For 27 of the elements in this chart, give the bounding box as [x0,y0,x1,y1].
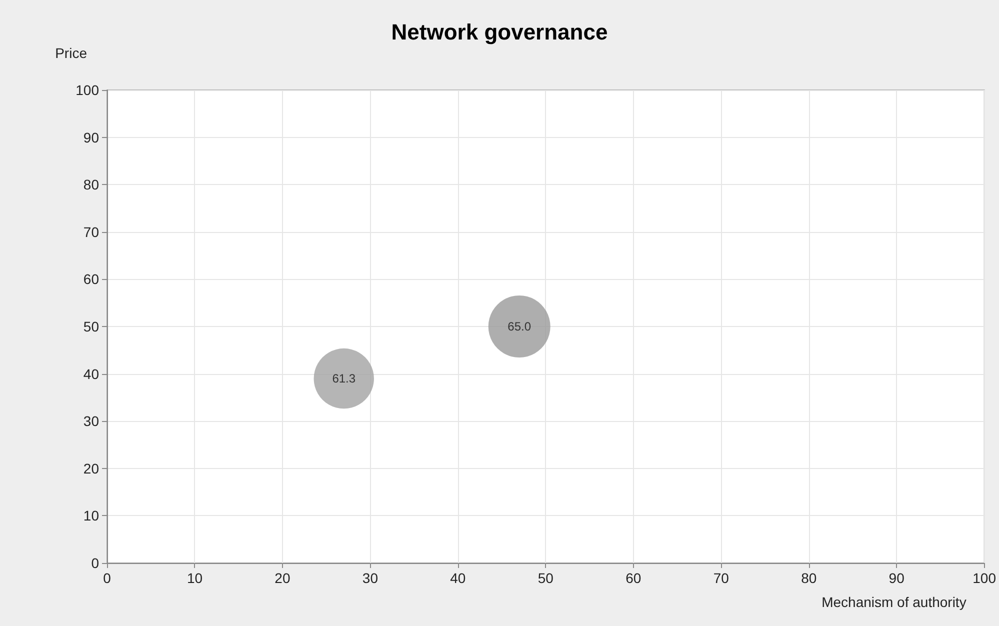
y-tick-label: 10 [83,508,100,524]
x-tick-label: 20 [274,570,290,586]
x-tick-label: 70 [713,570,730,586]
y-tick-label: 60 [83,271,100,288]
x-tick-label: 90 [888,570,905,586]
x-tick-label: 100 [972,570,996,586]
y-tick-label: 0 [91,555,100,571]
x-tick-label: 80 [801,570,817,586]
y-tick-label: 100 [76,82,100,98]
chart-title: Network governance [391,20,608,44]
x-tick-label: 50 [538,570,554,586]
y-tick-label: 30 [83,413,100,430]
x-tick-label: 0 [103,570,112,586]
x-tick-label: 40 [450,570,466,586]
y-tick-label: 20 [83,460,100,476]
x-tick-label: 10 [186,570,203,586]
y-tick-label: 40 [83,366,100,382]
annotation: 61.3 [332,372,356,386]
y-axis-title: Price [55,45,88,61]
y-tick-label: 50 [83,318,100,334]
annotation: 65.0 [508,320,532,334]
y-tick-label: 70 [83,224,100,240]
x-axis-title: Mechanism of authority [822,594,966,610]
y-tick-label: 90 [83,129,100,146]
y-tick-label: 80 [83,176,100,193]
x-tick-label: 60 [626,570,642,586]
x-tick-label: 30 [362,570,378,586]
